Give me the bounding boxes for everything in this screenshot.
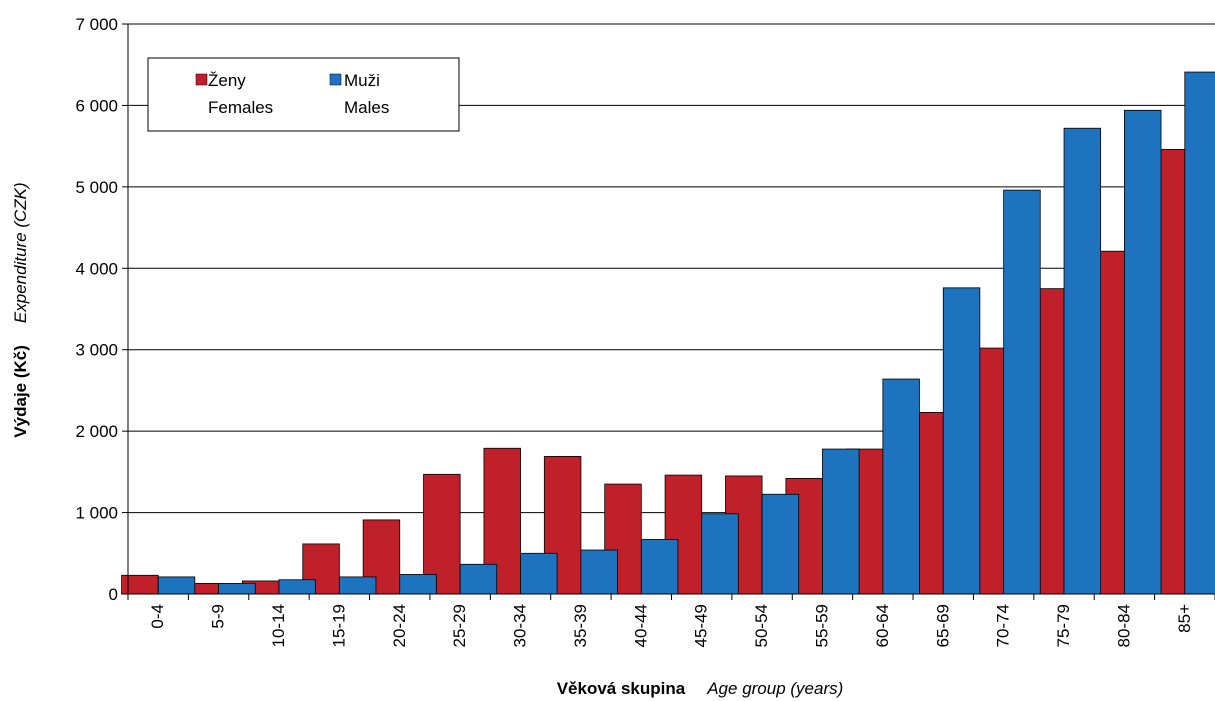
legend-label-females-en: Females	[208, 98, 273, 117]
x-tick-label: 45-49	[692, 604, 711, 647]
x-axis-title-italic: Age group (years)	[706, 679, 843, 698]
legend-swatch-females	[195, 73, 208, 86]
y-tick-labels: 0 1 000 2 000 3 000 4 000 5 000 6 000 7 000	[75, 15, 128, 604]
x-tick-label: 40-44	[631, 604, 650, 647]
bars	[121, 71, 1215, 595]
legend-swatch-males	[329, 73, 342, 86]
bar-males-20-24	[399, 574, 437, 595]
x-tick-label: 10-14	[269, 604, 288, 647]
x-tick-label: 35-39	[571, 604, 590, 647]
x-tick-label: 65-69	[933, 604, 952, 647]
x-tick-label: 70-74	[994, 604, 1013, 647]
x-tick-label: 0-4	[148, 604, 167, 629]
bar-males-85plus	[1184, 71, 1215, 595]
y-axis-title-italic: Expenditure (CZK)	[11, 182, 30, 323]
bar-males-25-29	[459, 563, 498, 595]
bar-males-5-9	[218, 583, 256, 595]
x-tick-labels: 0-4 5-9 10-14 15-19 20-24 25-29 30-34 35-39 40-4…	[127, 594, 1215, 647]
bar-males-60-64	[882, 378, 920, 595]
y-tick-label: 4 000	[75, 259, 118, 278]
bar-females-40-44	[604, 483, 642, 595]
x-tick-label: 25-29	[450, 604, 469, 647]
x-tick-label: 80-84	[1114, 604, 1133, 647]
y-tick-label: 2 000	[75, 422, 118, 441]
bar-males-10-14	[278, 579, 316, 595]
bar-males-30-34	[520, 552, 558, 595]
y-tick-label: 0	[109, 585, 118, 604]
y-tick-label: 7 000	[75, 15, 118, 34]
x-tick-label: 30-34	[511, 604, 530, 647]
y-tick-label: 5 000	[75, 178, 118, 197]
bar-males-15-19	[338, 576, 377, 595]
x-tick-label: 85+	[1175, 604, 1194, 633]
bar-males-55-59	[822, 448, 860, 595]
x-axis-title-bold: Věková skupina	[557, 679, 686, 698]
y-axis-title: Výdaje (Kč) Expenditure (CZK)	[11, 182, 30, 437]
x-tick-label: 15-19	[329, 604, 348, 647]
x-tick-label: 75-79	[1054, 604, 1073, 647]
x-tick-label: 20-24	[390, 604, 409, 647]
x-tick-label: 5-9	[209, 604, 228, 629]
legend-label-males-cz: Muži	[344, 71, 380, 90]
bar-males-80-84	[1124, 109, 1162, 595]
bar-males-50-54	[761, 493, 800, 595]
bar-males-40-44	[640, 539, 679, 595]
x-tick-label: 55-59	[812, 604, 831, 647]
x-tick-label: 50-54	[752, 604, 771, 647]
bar-males-45-49	[701, 513, 739, 595]
bar-males-65-69	[942, 287, 981, 595]
y-axis-title-bold: Výdaje (Kč)	[11, 345, 30, 438]
bar-males-70-74	[1003, 189, 1041, 595]
y-tick-label: 1 000	[75, 504, 118, 523]
bar-males-0-4	[157, 576, 196, 595]
x-axis-title: Věková skupina Age group (years)	[557, 679, 844, 698]
legend: Ženy Females Muži Males	[147, 57, 460, 132]
legend-label-males-en: Males	[344, 98, 389, 117]
y-tick-label: 6 000	[75, 96, 118, 115]
bar-males-35-39	[580, 549, 618, 595]
y-tick-label: 3 000	[75, 341, 118, 360]
bar-males-75-79	[1063, 127, 1102, 595]
x-tick-label: 60-64	[873, 604, 892, 647]
legend-label-females-cz: Ženy	[208, 71, 246, 90]
legend-box	[147, 57, 460, 132]
bar-females-0-4	[121, 574, 159, 595]
